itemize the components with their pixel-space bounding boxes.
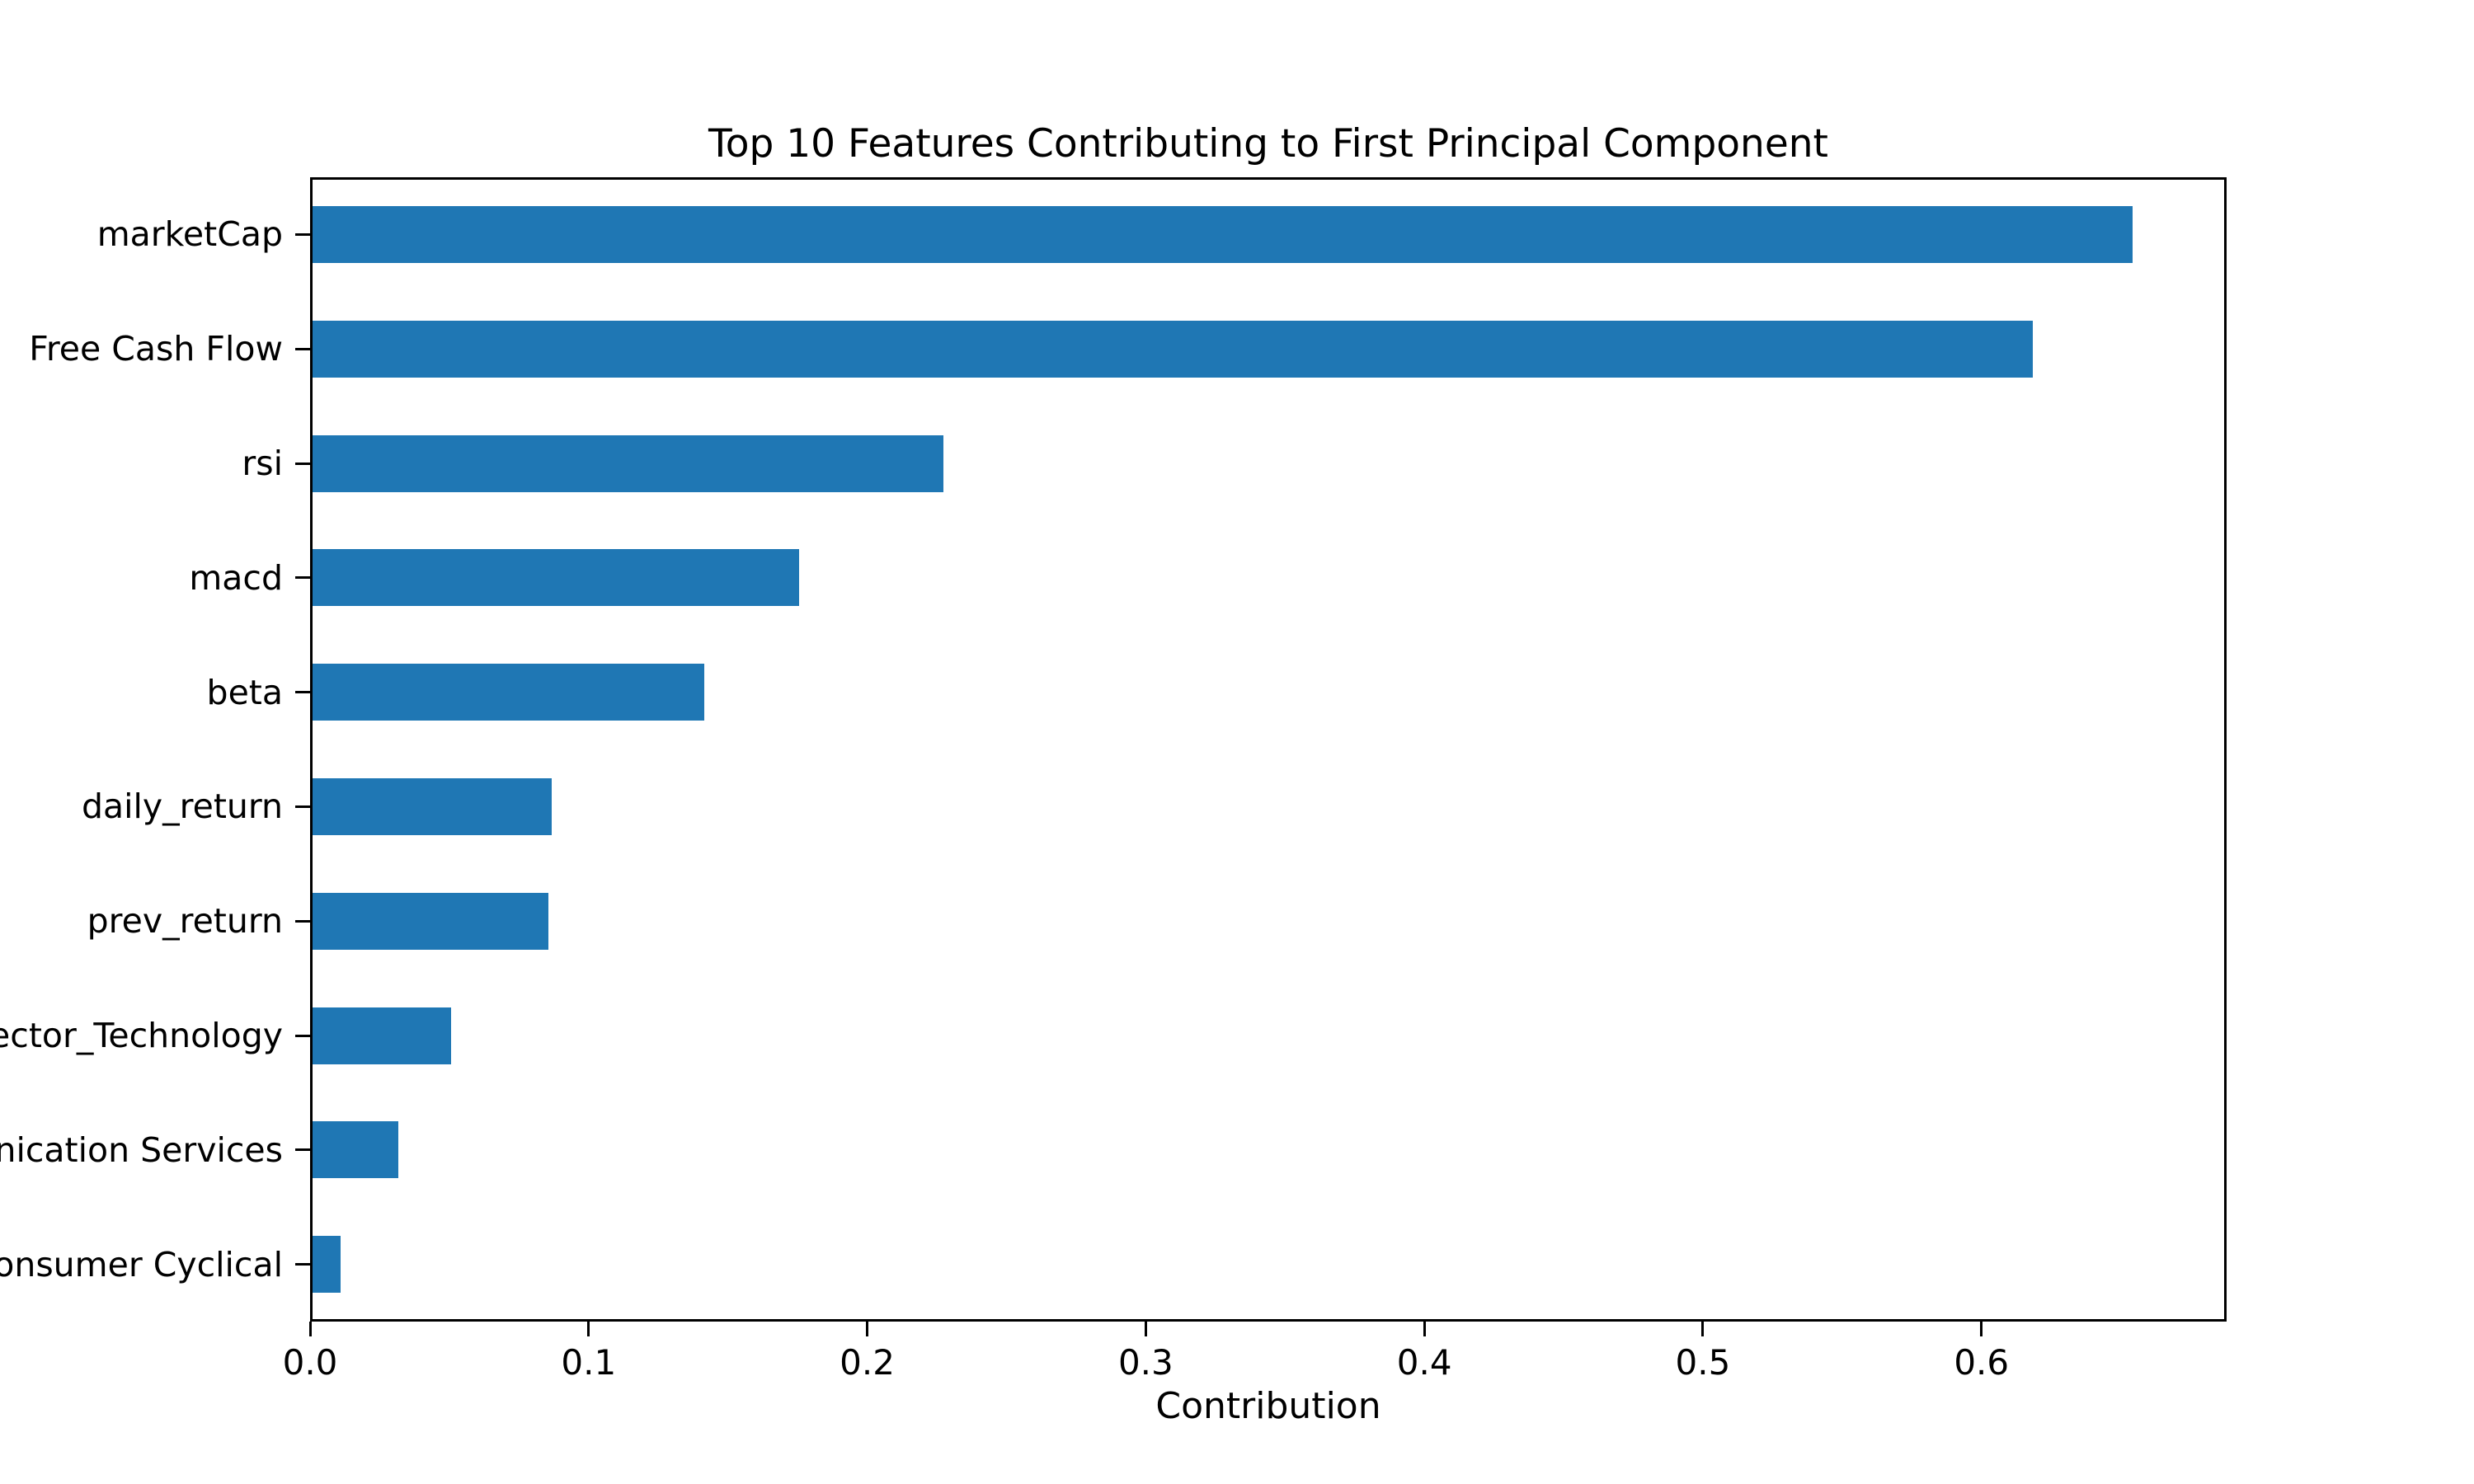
- x-tick: [1980, 1322, 1983, 1336]
- y-tick: [295, 919, 310, 923]
- bar: [313, 1007, 451, 1064]
- x-tick-label: 0.0: [282, 1342, 338, 1383]
- x-tick: [1701, 1322, 1705, 1336]
- y-axis-label: ector_Technology: [0, 1016, 283, 1055]
- bar: [313, 320, 2033, 378]
- y-axis-label: rsi: [242, 444, 283, 483]
- chart-title: Top 10 Features Contributing to First Pr…: [708, 121, 1828, 167]
- bar: [313, 777, 552, 835]
- y-axis-label: Free Cash Flow: [29, 329, 283, 369]
- y-tick: [295, 462, 310, 465]
- y-tick: [295, 805, 310, 808]
- bar: [313, 892, 548, 950]
- x-tick: [587, 1322, 590, 1336]
- y-axis-label: prev_return: [87, 901, 283, 942]
- y-axis-label: nication Services: [0, 1129, 283, 1170]
- y-tick: [295, 1148, 310, 1152]
- y-tick: [295, 232, 310, 236]
- y-axis-label: marketCap: [96, 214, 283, 255]
- x-tick: [308, 1322, 312, 1336]
- y-axis-label: beta: [206, 672, 283, 712]
- y-axis-label: daily_return: [81, 787, 283, 827]
- x-tick-label: 0.4: [1396, 1342, 1452, 1383]
- y-tick: [295, 576, 310, 580]
- bar: [313, 434, 943, 492]
- x-tick: [1423, 1322, 1426, 1336]
- x-tick-label: 0.6: [1954, 1342, 2010, 1383]
- bar: [313, 549, 799, 607]
- bar: [313, 1236, 341, 1294]
- x-tick: [1144, 1322, 1147, 1336]
- bar: [313, 664, 704, 721]
- y-axis-label: onsumer Cyclical: [0, 1244, 283, 1284]
- x-tick-label: 0.3: [1117, 1342, 1174, 1383]
- y-tick: [295, 347, 310, 350]
- y-axis-label: macd: [189, 557, 283, 598]
- x-tick-label: 0.1: [561, 1342, 617, 1383]
- y-tick: [295, 1034, 310, 1037]
- x-tick-label: 0.5: [1675, 1342, 1731, 1383]
- x-tick: [866, 1322, 869, 1336]
- bar: [313, 205, 2133, 263]
- bar: [313, 1121, 398, 1179]
- x-axis-label: Contribution: [1155, 1385, 1381, 1427]
- y-tick: [295, 691, 310, 694]
- y-tick: [295, 1263, 310, 1266]
- x-tick-label: 0.2: [840, 1342, 895, 1383]
